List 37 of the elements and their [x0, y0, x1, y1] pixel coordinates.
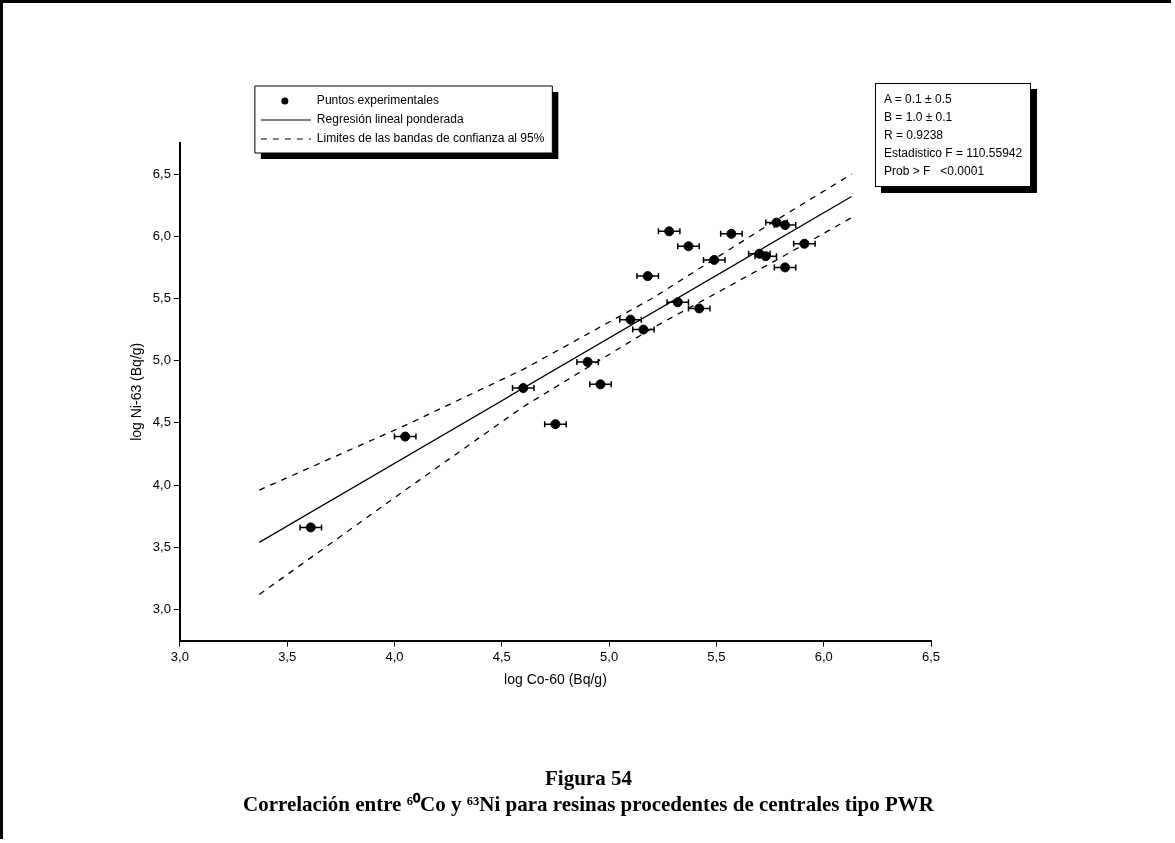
- legend-label: Puntos experimentales: [316, 93, 439, 108]
- point: [400, 431, 411, 442]
- point: [625, 314, 636, 325]
- x-axis-title: log Co-60 (Bq/g): [504, 671, 607, 688]
- text: R = 0.9238: [884, 127, 945, 144]
- y-tick-label: 6,5: [152, 165, 171, 181]
- text: B = 1.0 ± 0.1: [884, 109, 954, 126]
- y-axis-title: log Ni-63 (Bq/g): [128, 342, 145, 441]
- y-tick-label: 3,0: [152, 601, 171, 617]
- x-tick-label: 6,0: [814, 648, 833, 664]
- x-tick-label: 3,5: [278, 648, 297, 664]
- text: Figura 54: [544, 765, 633, 791]
- y-tick-label: 5,5: [152, 290, 171, 306]
- text: A = 0.1 ± 0.5: [884, 91, 953, 108]
- x-tick-label: 5,0: [600, 648, 619, 664]
- point: [664, 226, 675, 237]
- point: [638, 324, 649, 335]
- text: Correlación entre ⁶⁰Co y ⁶³Ni para resinas procedentes de centrales tipo PWR: [242, 791, 935, 817]
- y-tick-label: 6,0: [152, 227, 171, 243]
- x-tick-label: 3,0: [170, 648, 189, 664]
- point: [780, 262, 791, 273]
- point: [305, 522, 316, 533]
- y-tick-label: 5,0: [152, 352, 171, 368]
- annotation: Estadistico F = 110.55942: [884, 145, 1023, 162]
- point: [694, 303, 705, 314]
- x-tick-label: 4,0: [385, 648, 404, 664]
- y-tick-label: 4,0: [152, 476, 171, 492]
- y-tick-label: 4,5: [152, 414, 171, 430]
- line-series: [258, 173, 853, 491]
- line-series: [258, 216, 853, 596]
- x-tick-label: 4,5: [492, 648, 511, 664]
- x-tick-label: 5,5: [707, 648, 726, 664]
- legend-label: Regresión lineal ponderada: [316, 112, 464, 127]
- legend-label: Limites de las bandas de confianza al 95%: [316, 131, 545, 146]
- x-tick-label: 6,5: [921, 648, 941, 664]
- annotation: Prob > F <0.0001: [884, 163, 986, 180]
- y-tick-label: 3,5: [152, 538, 171, 554]
